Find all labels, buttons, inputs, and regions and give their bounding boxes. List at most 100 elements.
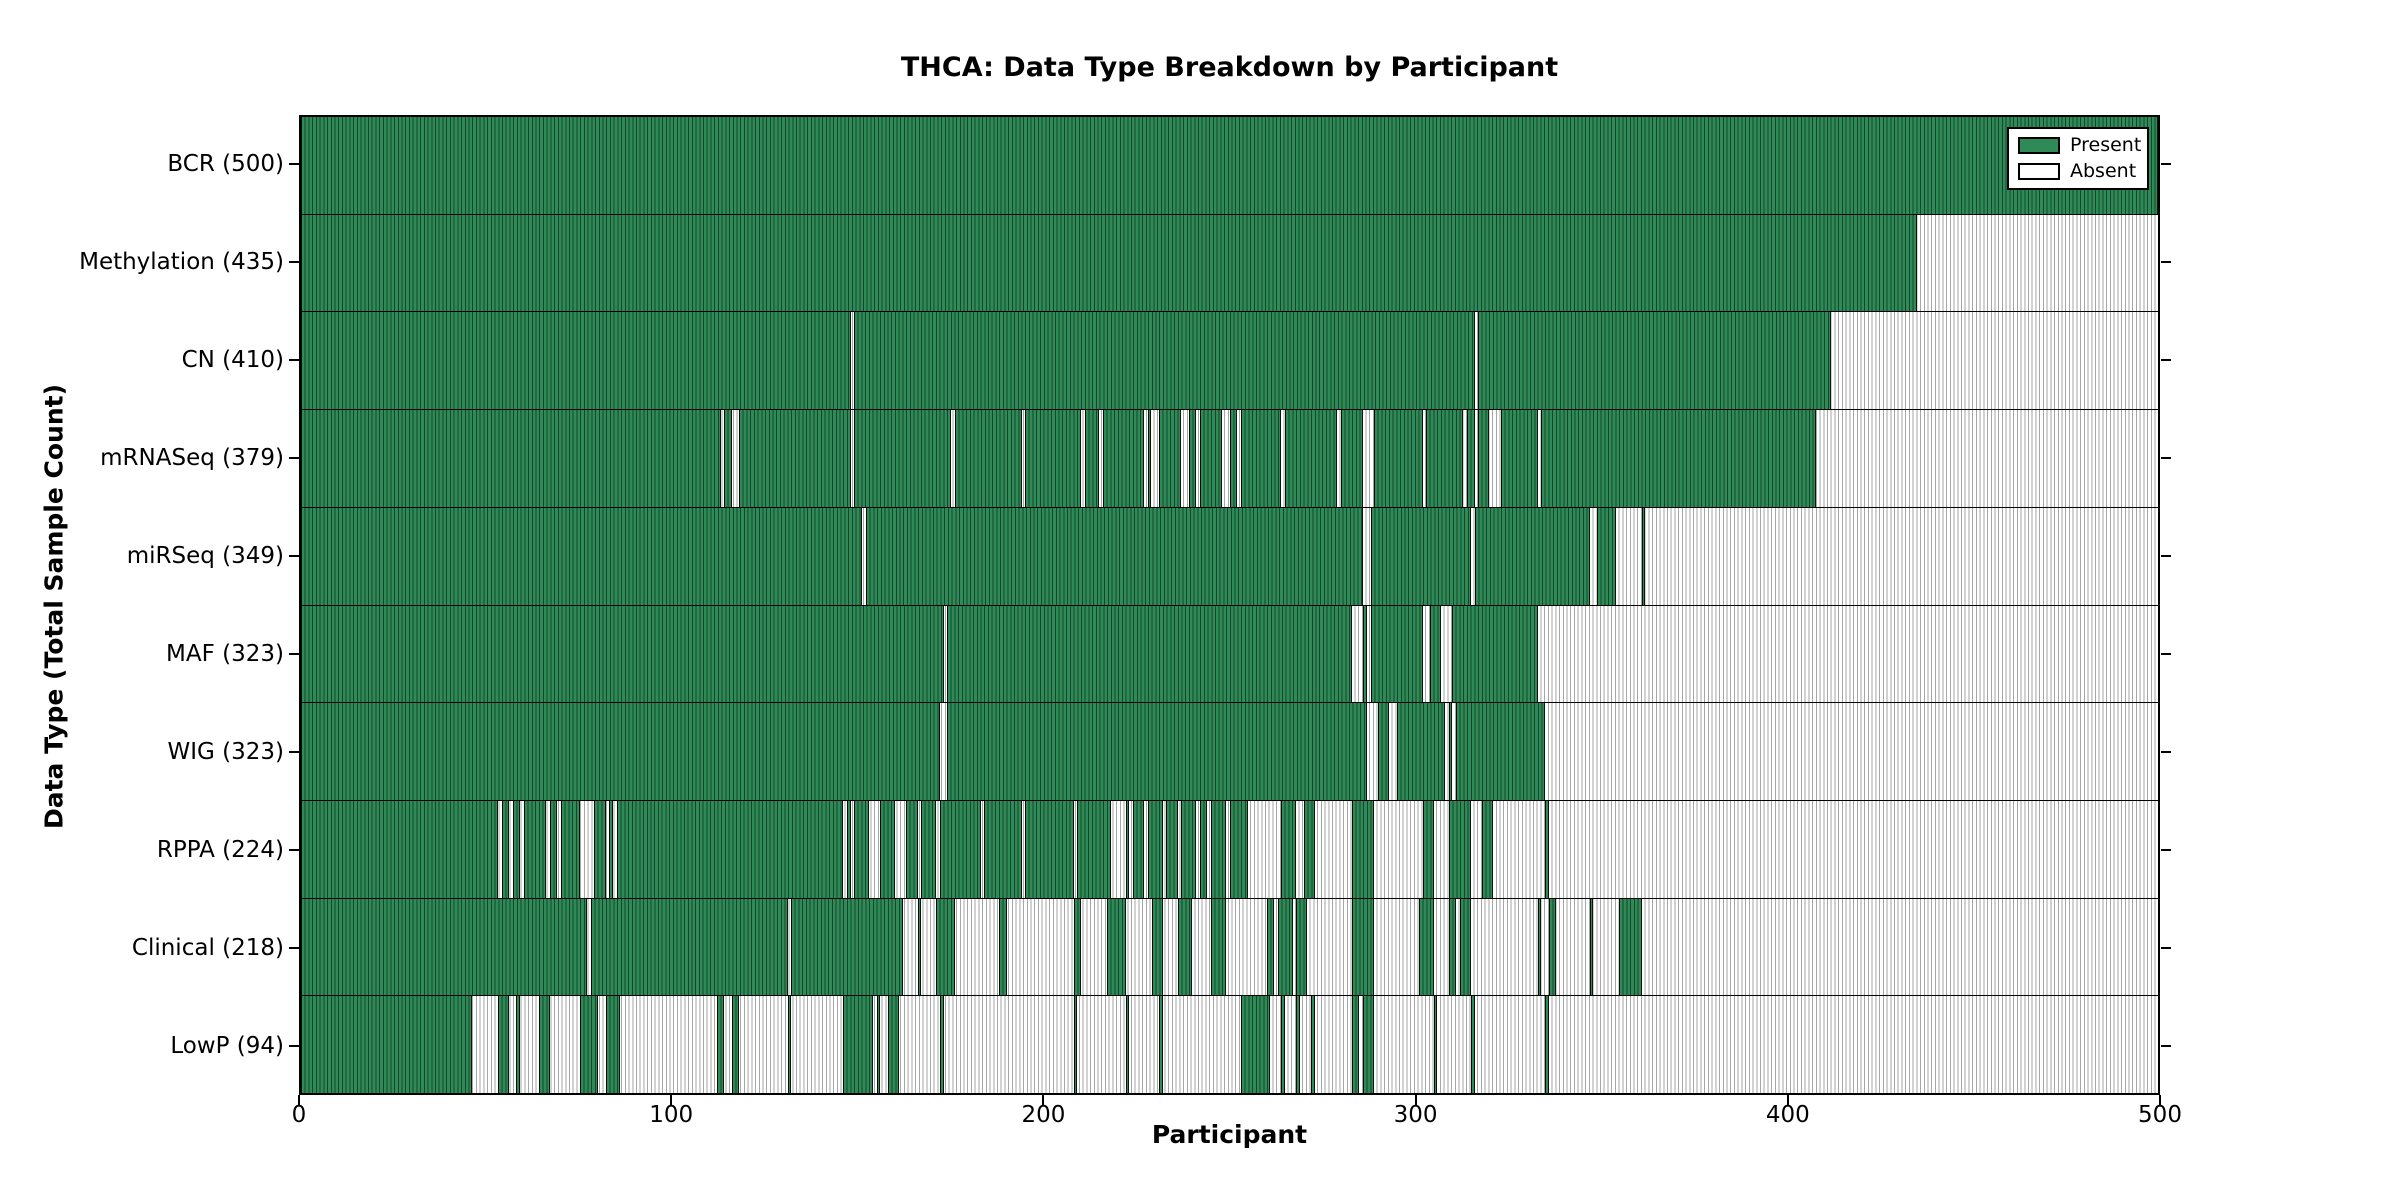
present-segment [1285, 410, 1338, 507]
present-segment [616, 800, 844, 898]
legend-label-present: Present [2070, 134, 2142, 156]
present-segment [1103, 410, 1145, 507]
y-tick-mark-left [289, 261, 299, 263]
present-segment [301, 507, 862, 605]
x-tick-mark [2159, 1095, 2161, 1105]
present-segment [301, 800, 498, 898]
y-tick-mark-left [289, 849, 299, 851]
present-segment [1474, 507, 1590, 605]
legend-item-absent: Absent [2018, 162, 2138, 181]
present-segment [854, 800, 870, 898]
present-segment [1177, 898, 1193, 996]
present-segment [1467, 410, 1475, 507]
present-segment [1418, 898, 1434, 996]
present-segment [1452, 605, 1538, 703]
present-segment [560, 800, 580, 898]
x-tick-mark [1042, 1095, 1045, 1105]
present-segment [1199, 800, 1208, 898]
present-segment [739, 410, 851, 507]
row-RPPA [301, 800, 2158, 899]
present-segment [1181, 800, 1197, 898]
present-segment [594, 800, 606, 898]
present-segment [724, 410, 732, 507]
present-segment [1433, 996, 1438, 1094]
present-segment [1500, 410, 1538, 507]
y-tick-mark-left [289, 555, 299, 557]
present-segment [954, 410, 1022, 507]
present-segment [1478, 312, 1832, 410]
y-tick-mark-right [2161, 261, 2171, 263]
x-tick-label: 400 [1765, 1102, 1810, 1128]
y-tick-mark-left [289, 359, 299, 361]
legend-label-absent: Absent [2070, 160, 2137, 182]
y-tick-mark-left [289, 653, 299, 655]
present-segment [1084, 410, 1100, 507]
present-segment [516, 996, 521, 1094]
x-tick-mark [1414, 1095, 1417, 1105]
present-segment [301, 605, 944, 703]
row-Clinical [301, 898, 2158, 997]
present-segment [947, 605, 1353, 703]
present-segment [1147, 800, 1163, 898]
y-tick-mark-right [2161, 849, 2171, 851]
present-segment [1281, 800, 1297, 898]
present-segment [301, 996, 472, 1094]
present-segment [1537, 898, 1542, 996]
present-segment [939, 800, 981, 898]
present-segment [1541, 410, 1817, 507]
rows-container [301, 117, 2158, 1094]
present-segment [1125, 800, 1130, 898]
present-segment [301, 117, 2158, 214]
present-segment [1158, 996, 1163, 1094]
present-segment [1025, 800, 1074, 898]
present-segment [854, 410, 951, 507]
y-tick-label: CN (410) [181, 347, 284, 373]
present-segment [1448, 898, 1457, 996]
y-tick-label: MAF (323) [166, 641, 284, 667]
present-segment [1396, 703, 1445, 800]
present-segment [1151, 898, 1163, 996]
x-tick-label: 500 [2138, 1102, 2182, 1128]
present-segment [1545, 996, 1549, 1094]
present-segment [1352, 996, 1360, 1094]
x-tick-mark [670, 1095, 673, 1105]
present-segment [1210, 800, 1226, 898]
present-segment [1456, 703, 1546, 800]
present-segment [846, 800, 851, 898]
present-segment [1370, 507, 1471, 605]
present-segment [1303, 800, 1315, 898]
present-segment [1545, 800, 1549, 898]
present-segment [1340, 410, 1364, 507]
present-segment [301, 214, 1917, 312]
present-segment [605, 996, 621, 1094]
present-segment [1025, 410, 1081, 507]
present-segment [1281, 996, 1286, 1094]
present-segment [1266, 898, 1275, 996]
y-tick-mark-right [2161, 555, 2171, 557]
present-segment [1619, 898, 1642, 996]
row-BCR [301, 117, 2158, 215]
present-segment [501, 800, 509, 898]
present-segment [1229, 410, 1237, 507]
present-segment [1199, 410, 1223, 507]
present-segment [1597, 507, 1616, 605]
y-tick-mark-left [289, 947, 299, 949]
present-segment [1240, 410, 1282, 507]
y-tick-mark-right [2161, 751, 2171, 753]
present-segment [921, 800, 937, 898]
present-segment [1277, 898, 1293, 996]
x-tick-mark [298, 1095, 300, 1105]
present-segment [1426, 410, 1464, 507]
y-tick-label: miRSeq (349) [126, 543, 284, 569]
present-segment [1210, 898, 1226, 996]
present-segment [1106, 898, 1126, 996]
present-segment [1188, 410, 1197, 507]
present-segment [1374, 410, 1423, 507]
y-tick-mark-right [2161, 457, 2171, 459]
present-segment [579, 996, 599, 1094]
present-segment [538, 996, 550, 1094]
present-segment [1370, 605, 1423, 703]
present-segment [1352, 898, 1375, 996]
present-segment [1482, 800, 1494, 898]
